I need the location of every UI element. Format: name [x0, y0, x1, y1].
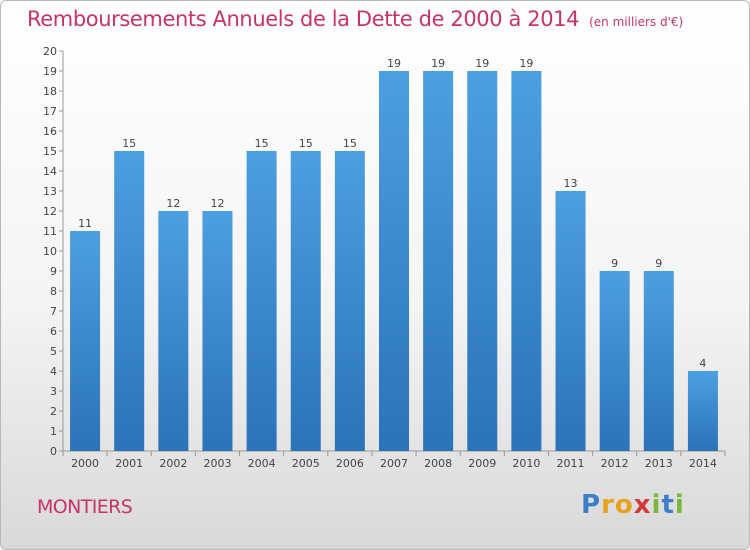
x-tick-label-2009: 2009 — [468, 457, 496, 470]
data-label-2003: 12 — [210, 197, 224, 210]
x-tick-label-2011: 2011 — [557, 457, 585, 470]
logo-letter: r — [601, 490, 615, 520]
data-label-2011: 13 — [564, 177, 578, 190]
logo-letter: x — [633, 490, 652, 520]
x-tick-label-2013: 2013 — [645, 457, 673, 470]
y-tick-label: 9 — [50, 265, 57, 278]
chart-title-text: Remboursements Annuels de la Dette de 20… — [27, 7, 580, 31]
y-tick-label: 2 — [50, 405, 57, 418]
x-tick-label-2002: 2002 — [159, 457, 187, 470]
y-tick-label: 17 — [43, 105, 57, 118]
commune-name: MONTIERS — [37, 496, 133, 518]
data-label-2004: 15 — [255, 137, 269, 150]
logo-letter: i — [651, 490, 662, 520]
bar-2006 — [334, 151, 365, 451]
x-tick-label-2014: 2014 — [689, 457, 717, 470]
data-label-2007: 19 — [387, 57, 401, 70]
data-label-2010: 19 — [519, 57, 533, 70]
y-tick-label: 13 — [43, 185, 57, 198]
bar-2007 — [379, 71, 409, 451]
y-tick-label: 16 — [43, 125, 57, 138]
x-tick-label-2001: 2001 — [115, 457, 143, 470]
data-label-2009: 19 — [475, 57, 489, 70]
bar-2001 — [114, 151, 145, 451]
logo-letter: P — [581, 490, 602, 520]
y-tick-label: 4 — [50, 365, 57, 378]
y-tick-label: 18 — [43, 85, 57, 98]
bar-2013 — [643, 271, 674, 451]
y-tick-label: 12 — [43, 205, 57, 218]
bar-2008 — [423, 71, 454, 451]
data-label-2002: 12 — [166, 197, 180, 210]
proxiti-logo: Proxiti — [581, 490, 685, 520]
x-tick-label-2010: 2010 — [512, 457, 540, 470]
y-tick-label: 3 — [50, 385, 57, 398]
y-tick-label: 1 — [50, 425, 57, 438]
data-label-2005: 15 — [299, 137, 313, 150]
bar-2000 — [70, 231, 101, 451]
chart-data-labels: 11 15 12 12 15 15 15 19 19 19 19 13 9 9 4 — [78, 57, 706, 370]
chart-title: Remboursements Annuels de la Dette de 20… — [27, 7, 683, 31]
bar-2004 — [246, 151, 277, 451]
bar-2014 — [687, 371, 718, 451]
chart-bars — [70, 71, 718, 451]
bar-2011 — [555, 191, 586, 451]
bar-2005 — [290, 151, 321, 451]
bar-2009 — [467, 71, 498, 451]
logo-letter: i — [674, 490, 685, 520]
data-label-2000: 11 — [78, 217, 92, 230]
bar-2003 — [202, 211, 233, 451]
y-tick-label: 11 — [43, 225, 57, 238]
y-tick-label: 19 — [43, 65, 57, 78]
x-tick-label-2008: 2008 — [424, 457, 452, 470]
x-tick-label-2004: 2004 — [248, 457, 276, 470]
data-label-2001: 15 — [122, 137, 136, 150]
y-tick-label: 6 — [50, 325, 57, 338]
y-tick-label: 7 — [50, 305, 57, 318]
data-label-2006: 15 — [343, 137, 357, 150]
data-label-2008: 19 — [431, 57, 445, 70]
bar-2012 — [599, 271, 630, 451]
bar-2010 — [511, 71, 542, 451]
data-label-2013: 9 — [655, 257, 662, 270]
x-tick-label-2003: 2003 — [203, 457, 231, 470]
chart-subtitle: (en milliers d'€) — [589, 15, 684, 29]
x-tick-label-2007: 2007 — [380, 457, 408, 470]
data-label-2014: 4 — [699, 357, 706, 370]
data-label-2012: 9 — [611, 257, 618, 270]
x-tick-label-2000: 2000 — [71, 457, 99, 470]
logo-letter: t — [661, 490, 675, 520]
y-tick-label: 20 — [43, 45, 57, 58]
x-tick-label-2005: 2005 — [292, 457, 320, 470]
x-tick-label-2006: 2006 — [336, 457, 364, 470]
y-tick-label: 5 — [50, 345, 57, 358]
y-tick-label: 0 — [50, 445, 57, 458]
bar-2002 — [158, 211, 189, 451]
x-tick-label-2012: 2012 — [601, 457, 629, 470]
y-tick-label: 14 — [43, 165, 57, 178]
y-tick-label: 15 — [43, 145, 57, 158]
logo-letter: o — [614, 490, 634, 520]
y-tick-label: 8 — [50, 285, 57, 298]
y-tick-label: 10 — [43, 245, 57, 258]
